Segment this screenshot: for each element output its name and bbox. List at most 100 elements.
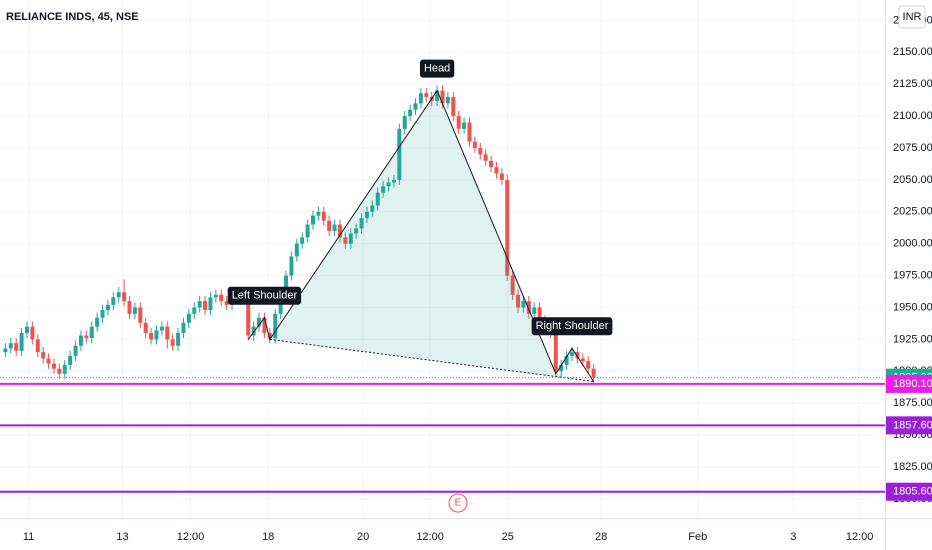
candle-body: [305, 224, 310, 238]
candle-body: [208, 297, 213, 311]
candle-body: [246, 294, 251, 336]
candle-body: [132, 307, 137, 314]
overlay-layer: 1800.001825.001850.001875.001900.001925.…: [23, 14, 932, 543]
pattern-label-box: [227, 286, 302, 305]
price-tag-label: 1890.10: [893, 378, 932, 390]
y-tick-label: 2000.00: [893, 238, 932, 250]
candle-body: [149, 333, 154, 340]
candle-body: [418, 93, 423, 104]
candle-body: [321, 211, 326, 221]
price-tag: [886, 416, 932, 435]
candle-body: [186, 313, 191, 323]
candle-body: [78, 335, 83, 346]
candle-body: [510, 275, 515, 295]
candle-body: [575, 352, 580, 359]
candle-body: [181, 322, 186, 333]
candle-body: [35, 339, 40, 353]
pattern-label-box: [531, 317, 613, 336]
candle-body: [440, 90, 445, 104]
price-tag: [886, 482, 932, 501]
candle-body: [116, 292, 121, 298]
y-tick-label: 1950.00: [893, 301, 932, 313]
candle-body: [348, 233, 353, 244]
candle-body: [154, 330, 159, 340]
earnings-marker[interactable]: [448, 493, 468, 513]
candle-body: [413, 103, 418, 110]
candle-body: [257, 317, 262, 327]
y-tick-label: 1825.00: [893, 461, 932, 473]
candle-body: [445, 96, 450, 104]
currency-label[interactable]: INR: [903, 11, 922, 23]
x-tick-label: 12:00: [416, 531, 444, 543]
x-tick-label: 28: [595, 531, 607, 543]
candle-body: [553, 333, 558, 372]
y-tick-label: 2050.00: [893, 174, 932, 186]
currency-button[interactable]: [898, 5, 926, 29]
candle-body: [402, 116, 407, 129]
candle-body: [8, 343, 13, 349]
candle-body: [30, 326, 35, 340]
earnings-label[interactable]: E: [455, 498, 462, 509]
pattern-label-box: [419, 59, 455, 78]
candle-body: [580, 358, 585, 362]
candle-body: [24, 326, 29, 333]
candle-body: [192, 307, 197, 314]
candle-body: [251, 326, 256, 336]
candle-body: [41, 352, 46, 359]
candle-body: [14, 343, 19, 351]
candle-body: [284, 275, 289, 295]
x-tick-label: 12:00: [846, 531, 874, 543]
candle-body: [499, 173, 504, 180]
candle-body: [570, 352, 575, 356]
candle-body: [68, 355, 73, 365]
candle-body: [262, 317, 267, 333]
candle-body: [327, 220, 332, 231]
x-tick-label: 3: [790, 531, 796, 543]
grid-layer: [0, 0, 885, 518]
candle-body: [337, 224, 342, 238]
candle-body: [316, 211, 321, 216]
price-tag-label: 1805.60: [893, 486, 932, 498]
candle-body: [537, 307, 542, 321]
candle-body: [122, 292, 127, 302]
candle-body: [176, 333, 181, 346]
candle-body: [359, 218, 364, 229]
candle-body: [451, 96, 456, 117]
candle-body: [100, 310, 105, 318]
candle-body: [521, 301, 526, 308]
x-tick-label: 11: [23, 531, 34, 543]
y-tick-label: 1875.00: [893, 397, 932, 409]
candle-body: [143, 322, 148, 333]
candle-body: [138, 307, 143, 323]
candle-body: [526, 301, 531, 314]
candle-body: [564, 355, 569, 365]
candle-body: [46, 358, 51, 364]
candle-body: [300, 237, 305, 244]
candle-body: [127, 301, 132, 314]
candle-body: [159, 326, 164, 331]
candle-body: [19, 333, 24, 351]
pattern-fill: [269, 90, 594, 382]
y-tick-label: 2025.00: [893, 206, 932, 218]
candle-body: [219, 294, 224, 302]
chart-title: RELIANCE INDS, 45, NSE: [6, 11, 139, 23]
pattern-label: Left Shoulder: [232, 290, 298, 302]
candle-body: [224, 301, 229, 305]
candle-body: [294, 243, 299, 257]
candle-body: [84, 335, 89, 339]
x-tick-label: 18: [262, 531, 274, 543]
candle-body: [505, 179, 510, 276]
candle-body: [343, 237, 348, 244]
candle-body: [354, 228, 359, 234]
candle-body: [375, 192, 380, 206]
candle-body: [456, 116, 461, 129]
candle-body: [489, 160, 494, 168]
candle-body: [332, 224, 337, 231]
candle-body: [424, 93, 429, 97]
candle-body: [197, 301, 202, 308]
candle-body: [386, 182, 391, 187]
candle-body: [391, 179, 396, 183]
candle-body: [435, 90, 440, 101]
candle-body: [89, 326, 94, 339]
